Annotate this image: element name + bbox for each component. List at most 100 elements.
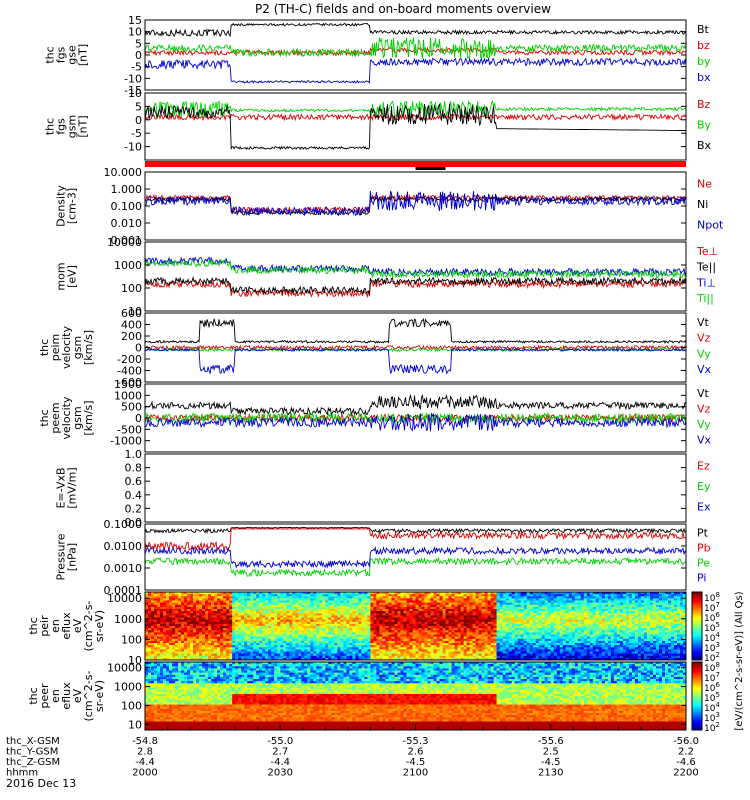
heatmap-cell bbox=[400, 619, 404, 623]
heatmap-cell bbox=[244, 645, 248, 648]
heatmap-cell bbox=[175, 655, 179, 659]
heatmap-cell bbox=[196, 634, 200, 637]
heatmap-cell bbox=[373, 636, 377, 640]
heatmap-cell bbox=[253, 600, 257, 603]
heatmap-cell bbox=[328, 630, 332, 633]
heatmap-cell bbox=[262, 613, 266, 616]
heatmap-cell bbox=[286, 621, 290, 625]
heatmap-cell bbox=[217, 632, 221, 635]
heatmap-cell bbox=[409, 613, 413, 616]
heatmap-cell bbox=[205, 647, 209, 650]
heatmap-cell bbox=[331, 596, 335, 599]
heatmap-cell bbox=[358, 655, 362, 659]
heatmap-cell bbox=[307, 602, 311, 606]
heatmap-cell bbox=[148, 602, 152, 606]
heatmap-cell bbox=[403, 602, 407, 606]
heatmap-cell bbox=[385, 626, 389, 629]
heatmap-cell bbox=[352, 606, 356, 610]
heatmap-cell bbox=[313, 604, 317, 608]
heatmap-cell bbox=[316, 621, 320, 625]
heatmap-cell bbox=[322, 640, 326, 644]
heatmap-cell bbox=[244, 596, 248, 599]
heatmap-cell bbox=[349, 621, 353, 625]
heatmap-cell bbox=[376, 643, 380, 646]
heatmap-cell bbox=[196, 638, 200, 642]
heatmap-cell bbox=[493, 653, 497, 657]
heatmap-cell bbox=[241, 655, 245, 659]
heatmap-cell bbox=[205, 619, 209, 623]
heatmap-cell bbox=[487, 653, 491, 657]
heatmap-cell bbox=[151, 649, 155, 652]
heatmap-cell bbox=[163, 657, 167, 661]
heatmap-cell bbox=[325, 634, 329, 637]
heatmap-cell bbox=[307, 640, 311, 644]
heatmap-cell bbox=[259, 615, 263, 618]
heatmap-cell bbox=[202, 632, 206, 635]
heatmap-cell bbox=[358, 600, 362, 603]
heatmap-cell bbox=[583, 628, 588, 631]
y-tick-label: 1.000 bbox=[111, 183, 143, 196]
heatmap-cell bbox=[370, 604, 374, 608]
heatmap-cell bbox=[466, 653, 470, 657]
heatmap-cell bbox=[217, 651, 221, 654]
heatmap-cell bbox=[199, 653, 203, 657]
heatmap-cell bbox=[250, 617, 254, 620]
y-tick-label: 10 bbox=[128, 26, 142, 39]
heatmap-cell bbox=[193, 621, 197, 625]
heatmap-cell bbox=[154, 651, 158, 654]
heatmap-cell bbox=[166, 647, 170, 650]
heatmap-cell bbox=[325, 651, 329, 654]
heatmap-cell bbox=[157, 638, 161, 642]
heatmap-cell bbox=[532, 594, 537, 597]
heatmap-cell bbox=[562, 628, 567, 631]
panel-density: 10.0001.0000.1000.0100.001Density[cm-3]N… bbox=[55, 166, 724, 247]
heatmap-cell bbox=[175, 626, 179, 629]
heatmap-cell bbox=[274, 623, 278, 627]
heatmap-cell bbox=[157, 655, 161, 659]
heatmap-cell bbox=[208, 594, 212, 597]
heatmap-cell bbox=[163, 636, 167, 640]
heatmap-cell bbox=[166, 632, 170, 635]
heatmap-cell bbox=[304, 647, 308, 650]
heatmap-cell bbox=[214, 643, 218, 646]
heatmap-cell bbox=[466, 619, 470, 623]
heatmap-cell bbox=[187, 649, 191, 652]
heatmap-cell bbox=[319, 645, 323, 648]
heatmap-cell bbox=[151, 598, 155, 601]
heatmap-cell bbox=[184, 634, 188, 637]
heatmap-cell bbox=[283, 647, 287, 650]
heatmap-cell bbox=[430, 645, 434, 648]
heatmap-cell bbox=[328, 594, 332, 597]
heatmap-cell bbox=[307, 645, 311, 648]
heatmap-cell bbox=[418, 645, 422, 648]
heatmap-cell bbox=[355, 602, 359, 606]
heatmap-cell bbox=[268, 596, 272, 599]
heatmap-cell bbox=[235, 657, 239, 661]
heatmap-cell bbox=[160, 636, 164, 640]
heatmap-cell bbox=[178, 640, 182, 644]
heatmap-cell bbox=[178, 602, 182, 606]
heatmap-cell bbox=[487, 645, 491, 648]
heatmap-cell bbox=[439, 619, 443, 623]
heatmap-cell bbox=[163, 617, 167, 620]
heatmap-cell bbox=[154, 606, 158, 610]
heatmap-cell bbox=[226, 594, 230, 597]
heatmap-cell bbox=[304, 606, 308, 610]
heatmap-cell bbox=[307, 649, 311, 652]
heatmap-cell bbox=[391, 636, 395, 640]
heatmap-cell bbox=[304, 615, 308, 618]
heatmap-cell bbox=[379, 621, 383, 625]
heatmap-cell bbox=[370, 617, 374, 620]
heatmap-cell bbox=[376, 602, 380, 606]
heatmap-cell bbox=[151, 640, 155, 644]
heatmap-cell bbox=[280, 602, 284, 606]
heatmap-cell bbox=[355, 638, 359, 642]
heatmap-cell bbox=[403, 609, 407, 612]
heatmap-cell bbox=[238, 645, 242, 648]
heatmap-cell bbox=[283, 645, 287, 648]
heatmap-cell bbox=[214, 600, 218, 603]
heatmap-cell bbox=[490, 602, 494, 606]
heatmap-cell bbox=[343, 651, 347, 654]
heatmap-cell bbox=[205, 651, 209, 654]
heatmap-cell bbox=[229, 655, 233, 659]
